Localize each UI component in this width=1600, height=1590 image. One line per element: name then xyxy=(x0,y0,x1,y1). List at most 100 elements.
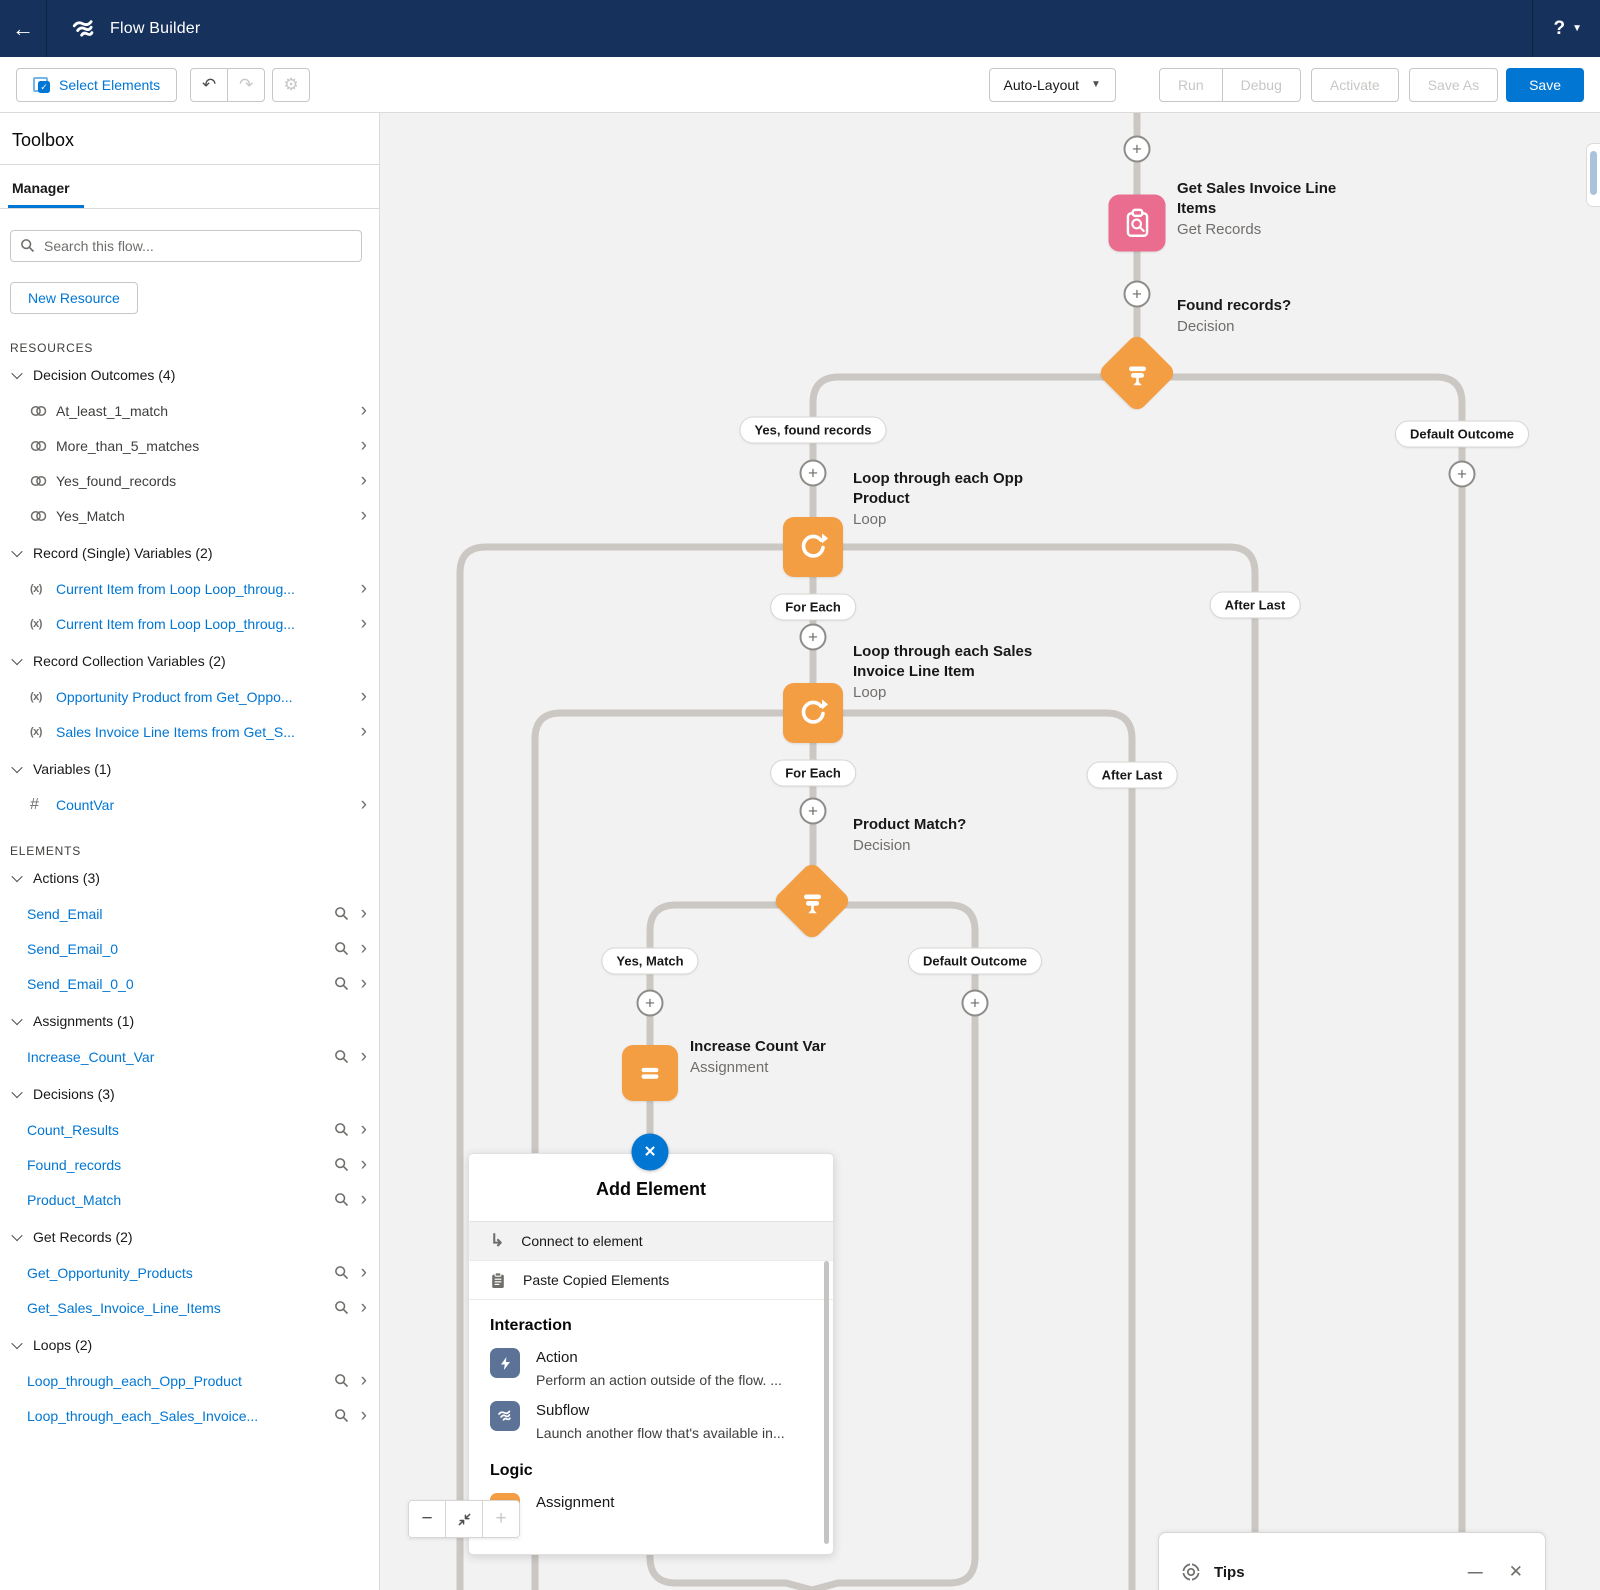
item-link[interactable]: Found_records xyxy=(27,1157,324,1173)
menu-item-subflow[interactable]: Subflow Launch another flow that's avail… xyxy=(469,1392,833,1445)
add-element-connector[interactable]: + xyxy=(1449,461,1476,488)
list-item[interactable]: # CountVar › xyxy=(0,787,379,822)
section-decisions[interactable]: Decisions (3) xyxy=(0,1076,379,1112)
list-item[interactable]: More_than_5_matches › xyxy=(0,428,379,463)
list-item[interactable]: (x) Current Item from Loop Loop_throug..… xyxy=(0,606,379,641)
search-icon[interactable] xyxy=(334,1300,349,1315)
node-loop-through-each-opp-product[interactable] xyxy=(783,517,843,577)
chevron-right-icon[interactable]: › xyxy=(361,614,367,633)
item-link[interactable]: Opportunity Product from Get_Oppo... xyxy=(56,689,349,705)
list-item[interactable]: Found_records › xyxy=(0,1147,379,1182)
list-item[interactable]: (x) Sales Invoice Line Items from Get_S.… xyxy=(0,714,379,749)
item-link[interactable]: Send_Email xyxy=(27,906,324,922)
add-element-connector[interactable]: + xyxy=(1124,281,1151,308)
chevron-right-icon[interactable]: › xyxy=(361,436,367,455)
item-link[interactable]: Current Item from Loop Loop_throug... xyxy=(56,581,349,597)
add-element-connector[interactable]: + xyxy=(637,990,664,1017)
list-item[interactable]: Send_Email › xyxy=(0,896,379,931)
item-link[interactable]: Sales Invoice Line Items from Get_S... xyxy=(56,724,349,740)
save-button[interactable]: Save xyxy=(1506,68,1584,102)
redo-button[interactable]: ↷ xyxy=(227,68,265,102)
chevron-right-icon[interactable]: › xyxy=(361,1371,367,1390)
node-product-match-decision[interactable] xyxy=(772,861,853,942)
search-icon[interactable] xyxy=(334,976,349,991)
debug-button[interactable]: Debug xyxy=(1222,68,1301,102)
flow-canvas[interactable]: + + + + + + + + Yes, found records Defau… xyxy=(380,113,1600,1590)
item-link[interactable]: Product_Match xyxy=(27,1192,324,1208)
list-item[interactable]: Yes_Match › xyxy=(0,498,379,533)
item-link[interactable]: Loop_through_each_Sales_Invoice... xyxy=(27,1408,324,1424)
item-link[interactable]: Count_Results xyxy=(27,1122,324,1138)
section-variables[interactable]: Variables (1) xyxy=(0,751,379,787)
menu-item-paste-copied-elements[interactable]: Paste Copied Elements xyxy=(469,1261,833,1300)
search-icon[interactable] xyxy=(334,906,349,921)
node-get-sales-invoice-line-items[interactable] xyxy=(1109,195,1166,252)
chevron-right-icon[interactable]: › xyxy=(361,506,367,525)
list-item[interactable]: Count_Results › xyxy=(0,1112,379,1147)
back-button[interactable]: ← xyxy=(0,0,47,57)
section-loops[interactable]: Loops (2) xyxy=(0,1327,379,1363)
section-decision-outcomes[interactable]: Decision Outcomes (4) xyxy=(0,357,379,393)
search-icon[interactable] xyxy=(334,1373,349,1388)
chevron-right-icon[interactable]: › xyxy=(361,795,367,814)
section-record-collection-variables[interactable]: Record Collection Variables (2) xyxy=(0,643,379,679)
list-item[interactable]: Get_Sales_Invoice_Line_Items › xyxy=(0,1290,379,1325)
help-icon[interactable]: ? xyxy=(1553,18,1565,40)
search-icon[interactable] xyxy=(334,1408,349,1423)
scrollbar-thumb[interactable] xyxy=(1590,151,1597,195)
activate-button[interactable]: Activate xyxy=(1311,68,1399,102)
chevron-right-icon[interactable]: › xyxy=(361,687,367,706)
new-resource-button[interactable]: New Resource xyxy=(10,282,138,314)
chevron-right-icon[interactable]: › xyxy=(361,1406,367,1425)
chevron-right-icon[interactable]: › xyxy=(361,471,367,490)
menu-item-connect-to-element[interactable]: ↳ Connect to element xyxy=(469,1222,833,1261)
zoom-out-button[interactable]: − xyxy=(408,1500,446,1538)
list-item[interactable]: (x) Current Item from Loop Loop_throug..… xyxy=(0,571,379,606)
item-link[interactable]: CountVar xyxy=(56,797,349,813)
auto-layout-select[interactable]: Auto-Layout ▼ xyxy=(989,68,1116,102)
menu-item-action[interactable]: Action Perform an action outside of the … xyxy=(469,1339,833,1392)
chevron-right-icon[interactable]: › xyxy=(361,579,367,598)
chevron-right-icon[interactable]: › xyxy=(361,939,367,958)
chevron-right-icon[interactable]: › xyxy=(361,722,367,741)
section-record-single-variables[interactable]: Record (Single) Variables (2) xyxy=(0,535,379,571)
list-item[interactable]: Send_Email_0 › xyxy=(0,931,379,966)
chevron-right-icon[interactable]: › xyxy=(361,1155,367,1174)
item-link[interactable]: Send_Email_0 xyxy=(27,941,324,957)
list-item[interactable]: Product_Match › xyxy=(0,1182,379,1217)
save-as-button[interactable]: Save As xyxy=(1409,68,1498,102)
search-icon[interactable] xyxy=(334,941,349,956)
tab-manager[interactable]: Manager xyxy=(12,180,70,208)
close-icon[interactable]: ✕ xyxy=(632,1134,669,1171)
search-icon[interactable] xyxy=(334,1049,349,1064)
undo-button[interactable]: ↶ xyxy=(190,68,228,102)
add-element-connector[interactable]: + xyxy=(800,624,827,651)
zoom-in-button[interactable]: + xyxy=(482,1500,520,1538)
item-link[interactable]: Increase_Count_Var xyxy=(27,1049,324,1065)
chevron-right-icon[interactable]: › xyxy=(361,1263,367,1282)
chevron-right-icon[interactable]: › xyxy=(361,974,367,993)
search-input[interactable] xyxy=(10,230,362,262)
chevron-right-icon[interactable]: › xyxy=(361,401,367,420)
list-item[interactable]: At_least_1_match › xyxy=(0,393,379,428)
section-get-records[interactable]: Get Records (2) xyxy=(0,1219,379,1255)
node-increase-count-var[interactable] xyxy=(622,1045,678,1101)
node-loop-through-each-sales-invoice-line-item[interactable] xyxy=(783,683,843,743)
close-icon[interactable]: ✕ xyxy=(1509,1562,1523,1582)
add-element-connector[interactable]: + xyxy=(1124,136,1151,163)
fit-to-view-button[interactable] xyxy=(445,1500,483,1538)
canvas-scrollbar[interactable] xyxy=(1586,143,1600,207)
minimize-icon[interactable]: — xyxy=(1468,1564,1483,1581)
list-item[interactable]: Loop_through_each_Opp_Product › xyxy=(0,1363,379,1398)
chevron-right-icon[interactable]: › xyxy=(361,1190,367,1209)
add-element-connector[interactable]: + xyxy=(800,798,827,825)
item-link[interactable]: Get_Opportunity_Products xyxy=(27,1265,324,1281)
item-link[interactable]: Current Item from Loop Loop_throug... xyxy=(56,616,349,632)
chevron-right-icon[interactable]: › xyxy=(361,1047,367,1066)
help-menu[interactable]: ? ▼ xyxy=(1532,0,1600,57)
list-item[interactable]: Yes_found_records › xyxy=(0,463,379,498)
popup-scrollbar[interactable] xyxy=(824,1261,829,1544)
run-button[interactable]: Run xyxy=(1159,68,1223,102)
list-item[interactable]: Loop_through_each_Sales_Invoice... › xyxy=(0,1398,379,1433)
search-icon[interactable] xyxy=(334,1122,349,1137)
